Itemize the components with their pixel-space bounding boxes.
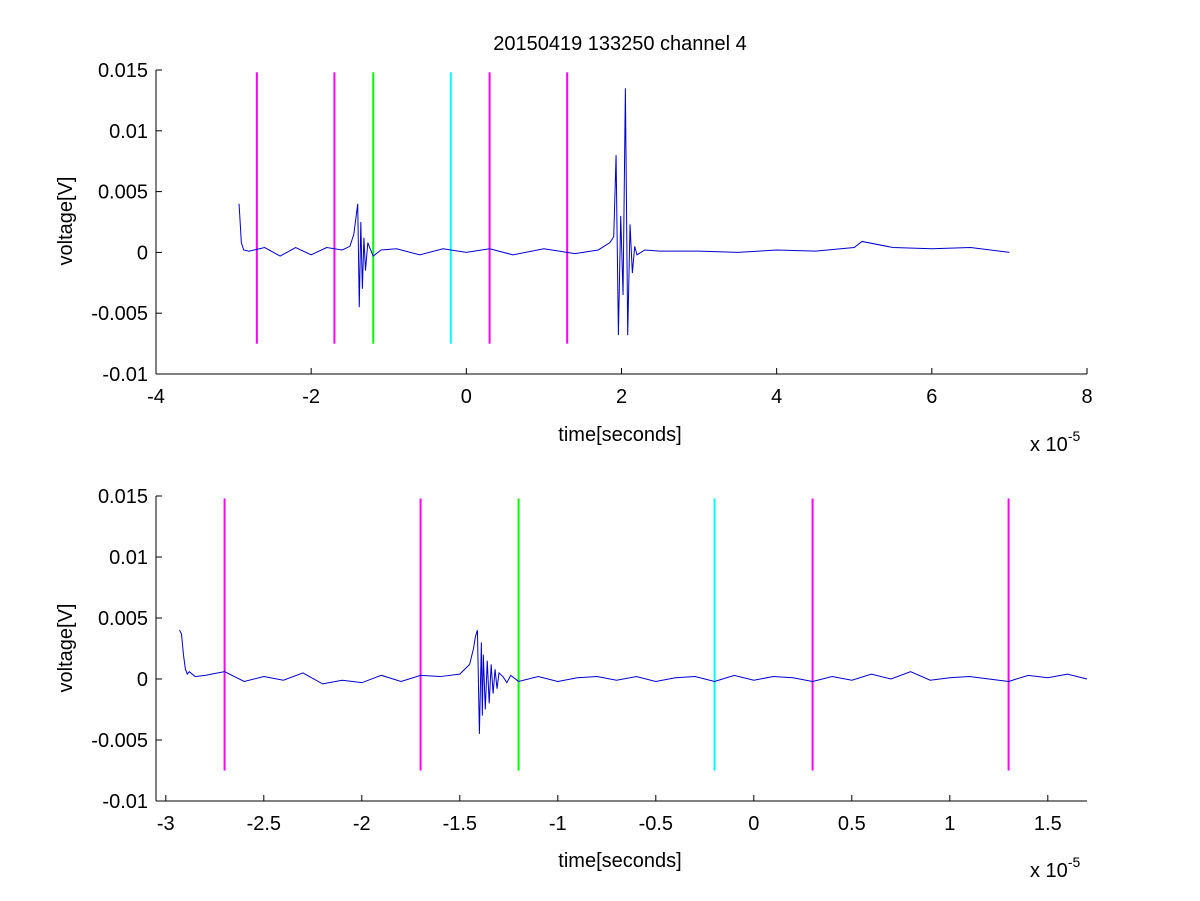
top-x-axis-label: time[seconds] (558, 424, 681, 446)
bottom-x-tick-label: -2.5 (247, 813, 281, 835)
bottom-x-exponent-base: x 10 (1030, 860, 1068, 882)
top-x-tick-label: -2 (302, 386, 320, 408)
bottom-signal-trace (179, 629, 1088, 734)
top-y-tick-label: -0.01 (102, 364, 148, 386)
bottom-y-ticks: -0.01 -0.005 0 0.005 0.01 0.015 (91, 486, 162, 813)
bottom-y-axis-label: voltage[V] (55, 604, 77, 693)
bottom-x-tick-label: 1.5 (1034, 813, 1062, 835)
top-x-exponent-power: -5 (1068, 428, 1081, 444)
top-y-tick-label: 0.01 (109, 121, 148, 143)
top-x-tick-label: 6 (926, 386, 937, 408)
top-y-axis-label: voltage[V] (55, 177, 77, 266)
top-x-tick-label: 4 (771, 386, 782, 408)
top-axes-frame (155, 70, 1087, 375)
top-plot: -4 -2 0 2 4 6 8 -0.01 -0.005 0 0.005 0.01 0.015 tim… (55, 60, 1093, 456)
top-signal-trace (238, 88, 1010, 336)
chart-title: 20150419 133250 channel 4 (493, 33, 747, 55)
bottom-x-axis-label: time[seconds] (558, 850, 681, 872)
top-y-tick-label: 0.005 (98, 182, 148, 204)
bottom-x-exponent-power: -5 (1068, 854, 1081, 870)
top-x-tick-label: 8 (1081, 386, 1092, 408)
bottom-x-tick-label: 0.5 (838, 813, 866, 835)
bottom-y-tick-label: 0.005 (98, 608, 148, 630)
bottom-series-line-1 (179, 629, 1088, 734)
top-y-tick-label: -0.005 (91, 303, 148, 325)
top-marker-lines (255, 72, 569, 344)
bottom-y-tick-label: 0.015 (98, 486, 148, 508)
bottom-x-tick-label: -0.5 (639, 813, 673, 835)
bottom-x-tick-label: -1 (549, 813, 567, 835)
top-y-tick-label: 0.015 (98, 60, 148, 82)
bottom-y-tick-label: -0.01 (102, 791, 148, 813)
top-x-exponent: x 10-5 (1030, 428, 1080, 456)
bottom-x-tick-label: -1.5 (443, 813, 477, 835)
top-series-line-1 (238, 88, 1010, 336)
top-y-tick-label: 0 (137, 242, 148, 264)
top-x-tick-label: 0 (461, 386, 472, 408)
top-y-ticks: -0.01 -0.005 0 0.005 0.01 0.015 (91, 60, 162, 386)
bottom-x-ticks: -3 -2.5 -2 -1.5 -1 -0.5 0 0.5 1 1.5 (157, 795, 1062, 835)
bottom-y-tick-label: 0 (137, 669, 148, 691)
bottom-plot: -3 -2.5 -2 -1.5 -1 -0.5 0 0.5 1 1.5 -0.01 -0.005 0 0… (55, 486, 1088, 882)
bottom-y-tick-label: 0.01 (109, 547, 148, 569)
bottom-x-tick-label: -3 (157, 813, 175, 835)
bottom-x-tick-label: 1 (944, 813, 955, 835)
bottom-x-exponent: x 10-5 (1030, 854, 1080, 882)
top-x-tick-label: -4 (147, 386, 165, 408)
bottom-y-tick-label: -0.005 (91, 730, 148, 752)
bottom-marker-lines (223, 498, 1010, 771)
bottom-axes-frame (155, 496, 1087, 802)
bottom-x-tick-label: 0 (748, 813, 759, 835)
top-x-ticks: -4 -2 0 2 4 6 8 (147, 368, 1093, 408)
bottom-x-tick-label: -2 (353, 813, 371, 835)
top-x-exponent-base: x 10 (1030, 434, 1068, 456)
top-x-tick-label: 2 (616, 386, 627, 408)
